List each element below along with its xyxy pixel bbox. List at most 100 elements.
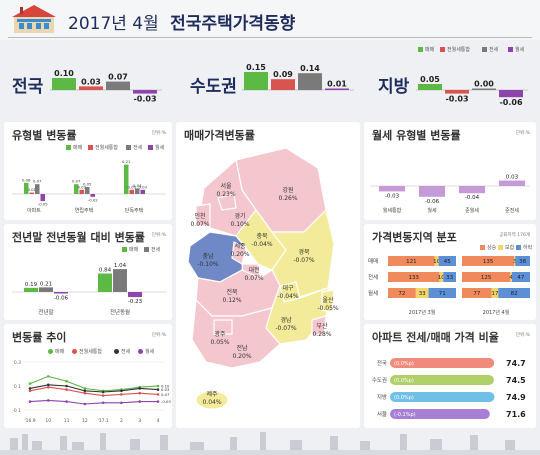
monthly-panel-title: 월세 유형별 변동률 bbox=[372, 129, 461, 142]
summary-value-label: -0.03 bbox=[445, 95, 468, 104]
legend-label: 전세 bbox=[133, 145, 143, 151]
dist-value-label: 77 bbox=[473, 291, 480, 297]
yoy-bar bbox=[98, 273, 112, 292]
trend-point bbox=[46, 383, 50, 387]
type-panel-title: 유형별 변동률 bbox=[12, 129, 77, 142]
summary-value-label: 0.03 bbox=[81, 77, 101, 86]
trend-x-label: '16.9 bbox=[24, 418, 35, 424]
summary-value-label: 0.07 bbox=[108, 73, 128, 82]
map-region-name: 서울 bbox=[220, 182, 232, 190]
trend-point bbox=[120, 401, 123, 405]
ratio-panel-unit: 단위:% bbox=[515, 333, 530, 338]
dist-segment bbox=[491, 288, 499, 298]
monthly-panel: 월세 유형별 변동률 단위:% -0.03 월세통합 -0.06 월세 -0.04 준월세… bbox=[364, 122, 536, 220]
legend-label: 보합 bbox=[505, 245, 515, 251]
summary-bar bbox=[418, 84, 442, 90]
map-region-value: 0.26% bbox=[278, 195, 297, 202]
dist-segment bbox=[511, 272, 530, 282]
region-jeonnam bbox=[191, 298, 281, 369]
trend-y-tick: -0.1 bbox=[12, 408, 21, 414]
trend-point bbox=[101, 394, 105, 397]
map-region-name: 충북 bbox=[256, 232, 268, 240]
header-divider bbox=[8, 37, 532, 38]
summary-value-label: 0.01 bbox=[327, 80, 347, 89]
dist-segment bbox=[498, 288, 530, 298]
trend-end-label: 0.07 bbox=[161, 392, 170, 397]
map-regions bbox=[187, 147, 335, 410]
trend-end-label: 0.10 bbox=[161, 384, 170, 389]
ratio-chart: 전국 (0.0%p) 74.7 수도권 (0.0%p) 74.5 지방 (0.0%p) 74.9… bbox=[372, 358, 526, 419]
legend-label: 전세 bbox=[489, 47, 499, 53]
legend-label: 전세 bbox=[121, 349, 131, 355]
map-region-name: 인천 bbox=[194, 212, 205, 220]
dist-segment bbox=[462, 288, 492, 298]
type-value-label: 0.07 bbox=[72, 179, 81, 184]
legend-swatch-combined bbox=[440, 47, 445, 52]
monthly-category-label: 준월세 bbox=[465, 207, 479, 214]
dist-value-label: 82 bbox=[511, 291, 518, 297]
region-gwangju bbox=[213, 319, 233, 335]
trend-point bbox=[156, 393, 160, 396]
map-region-value: 0.04% bbox=[202, 399, 221, 406]
ratio-change-label: (0.0%p) bbox=[394, 361, 414, 367]
legend-label: 월세 bbox=[515, 47, 525, 53]
trend-end-label: -0.03 bbox=[161, 399, 171, 404]
yoy-value-label: 0.84 bbox=[99, 268, 112, 274]
legend-swatch-monthly bbox=[508, 47, 513, 52]
monthly-value-label: -0.03 bbox=[385, 193, 400, 199]
dist-segment bbox=[388, 256, 435, 266]
map-labels: 서울0.23%강원0.26%인천0.07%경기0.10%충북-0.04%세종0.… bbox=[190, 182, 338, 406]
yoy-panel-unit: 단위:% bbox=[151, 233, 166, 238]
trend-x-label: 12 bbox=[82, 418, 88, 424]
trend-panel: 변동률 추이 단위:% 매매 전월세통합 전세 월세 0.3 0.1 -0.1'16… bbox=[4, 324, 172, 428]
map-region-value: -0.04% bbox=[277, 293, 299, 300]
type-value-label: 0.03 bbox=[139, 184, 148, 189]
yoy-panel: 전년말 전년동월 대비 변동률 단위:% 매매 전세 0.19 0.21 -0.06… bbox=[4, 224, 172, 320]
type-chart: 0.080.010.07-0.05아파트0.070.030.05-0.02연립주… bbox=[12, 159, 166, 214]
trend-point bbox=[46, 385, 50, 389]
map-region-name: 경기 bbox=[234, 212, 245, 220]
map-region-value: 0.12% bbox=[222, 297, 241, 304]
type-panel-unit: 단위:% bbox=[151, 131, 166, 136]
summary-bar bbox=[472, 88, 496, 90]
type-bar bbox=[124, 164, 129, 194]
map-region-name: 세종 bbox=[234, 242, 246, 250]
header: 2017년 4월 전국주택가격동향 bbox=[0, 0, 540, 40]
type-value-label: -0.02 bbox=[88, 197, 98, 202]
dist-value-label: 17 bbox=[492, 291, 499, 297]
ratio-value-label: 74.7 bbox=[506, 359, 526, 368]
dist-value-label: 33 bbox=[419, 291, 426, 297]
type-value-label: 0.01 bbox=[28, 187, 37, 192]
trend-point bbox=[138, 387, 142, 390]
dist-segment bbox=[438, 256, 456, 266]
dist-segment bbox=[434, 256, 439, 266]
map-region-name: 전북 bbox=[226, 288, 238, 296]
legend-label: 하락 bbox=[523, 245, 533, 251]
map-region-value: 0.20% bbox=[230, 251, 249, 258]
map-region-value: 0.10% bbox=[230, 221, 249, 228]
trend-point bbox=[65, 384, 68, 388]
summary-bar bbox=[499, 90, 523, 98]
header-date: 2017년 4월 bbox=[68, 14, 159, 34]
trend-point bbox=[156, 384, 160, 388]
monthly-bar bbox=[459, 186, 485, 194]
type-value-label: 0.07 bbox=[33, 179, 42, 184]
map-region-value: 0.07% bbox=[190, 221, 209, 228]
dist-value-label: 3 bbox=[513, 259, 517, 265]
dist-segment bbox=[510, 272, 512, 282]
ratio-bar bbox=[390, 409, 490, 419]
trend-x-label: 10 bbox=[45, 418, 51, 424]
trend-series-line bbox=[29, 384, 159, 393]
type-bar bbox=[29, 192, 34, 194]
type-value-label: 0.21 bbox=[122, 159, 131, 164]
summary-value-label: 0.15 bbox=[246, 63, 266, 72]
legend-swatch-jeonse bbox=[482, 47, 487, 52]
monthly-category-label: 준전세 bbox=[505, 207, 519, 214]
monthly-panel-unit: 단위:% bbox=[515, 131, 530, 136]
type-value-label: 0.05 bbox=[83, 182, 92, 187]
summary-value-label: 0.05 bbox=[420, 75, 440, 84]
map-region-value: 0.07% bbox=[244, 275, 263, 282]
trend-chart: 0.3 0.1 -0.1'16.9 10 11 12 '17.1 2 3 4 0.10 0.070.0… bbox=[12, 360, 171, 424]
summary-bar bbox=[52, 78, 76, 90]
